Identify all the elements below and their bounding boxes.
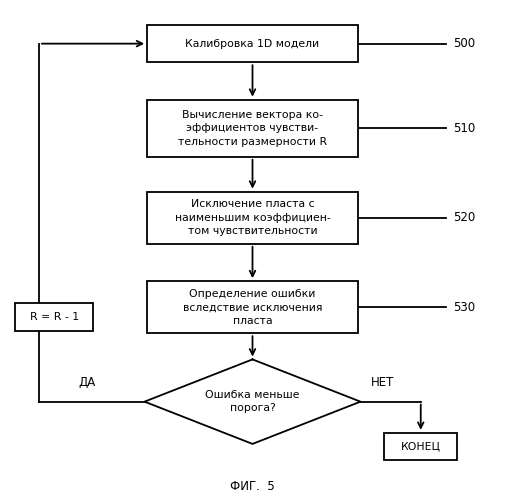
Text: Исключение пласта с
наименьшим коэффициен-
том чувствительности: Исключение пласта с наименьшим коэффицие…	[175, 199, 330, 236]
FancyBboxPatch shape	[147, 100, 358, 157]
Text: 510: 510	[453, 122, 476, 134]
Text: R = R - 1: R = R - 1	[30, 312, 79, 322]
Text: КОНЕЦ: КОНЕЦ	[401, 442, 441, 452]
Text: Ошибка меньше
порога?: Ошибка меньше порога?	[205, 390, 300, 413]
Text: 500: 500	[453, 37, 476, 50]
Text: 530: 530	[453, 300, 476, 314]
FancyBboxPatch shape	[147, 281, 358, 334]
FancyBboxPatch shape	[147, 25, 358, 62]
Text: Вычисление вектора ко-
эффициентов чувстви-
тельности размерности R: Вычисление вектора ко- эффициентов чувст…	[178, 110, 327, 147]
Polygon shape	[144, 360, 361, 444]
Text: ДА: ДА	[78, 376, 95, 389]
Text: Определение ошибки
вследствие исключения
пласта: Определение ошибки вследствие исключения…	[183, 288, 322, 326]
FancyBboxPatch shape	[384, 432, 457, 460]
Text: НЕТ: НЕТ	[371, 376, 394, 389]
Text: Калибровка 1D модели: Калибровка 1D модели	[185, 38, 320, 48]
Text: ФИГ.  5: ФИГ. 5	[230, 480, 275, 492]
FancyBboxPatch shape	[147, 192, 358, 244]
Text: 520: 520	[453, 211, 476, 224]
FancyBboxPatch shape	[15, 304, 93, 331]
